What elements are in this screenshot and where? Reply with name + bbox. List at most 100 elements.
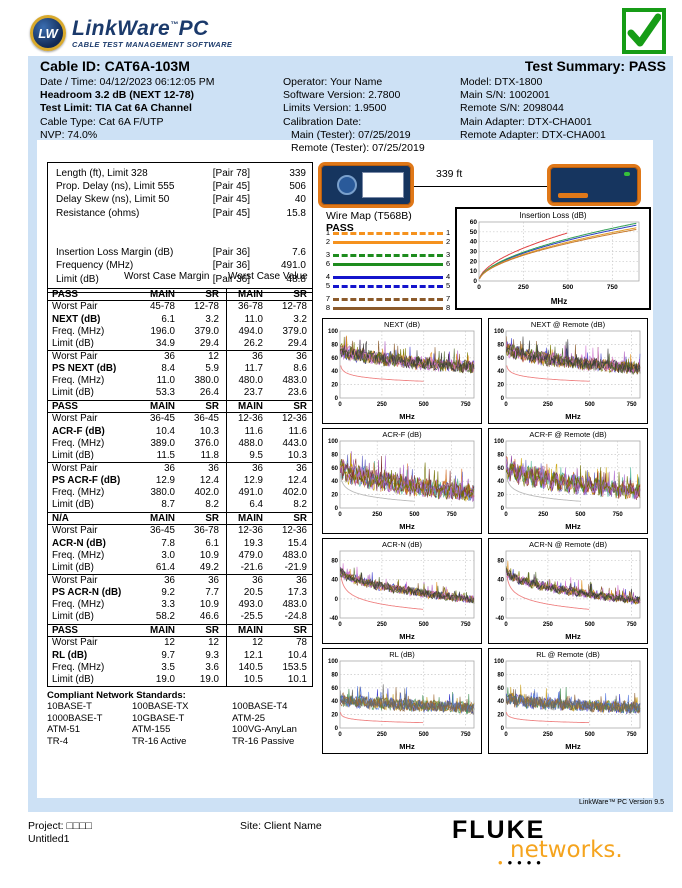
svg-text:80: 80 — [331, 342, 338, 348]
summary-row: Prop. Delay (ns), Limit 555 [Pair 45] 506 — [56, 181, 306, 193]
svg-text:80: 80 — [497, 452, 504, 458]
header-line: NVP: 74.0% — [40, 128, 98, 141]
svg-text:MHz: MHz — [551, 297, 567, 306]
remote-tester-image — [547, 164, 641, 206]
table-row: Worst Pair 36-45 36-45 12-36 12-36 — [52, 413, 307, 426]
svg-text:80: 80 — [497, 672, 504, 678]
pass-checkmark-icon — [622, 8, 666, 54]
fluke-dots-icon: ••••• — [498, 855, 546, 870]
wiremap-title: Wire Map (T568B) — [326, 210, 412, 222]
cable-link-line — [414, 186, 547, 187]
svg-text:MHz: MHz — [399, 412, 415, 421]
svg-text:0: 0 — [501, 726, 505, 732]
svg-text:250: 250 — [518, 284, 529, 291]
svg-text:20: 20 — [331, 383, 338, 389]
svg-text:750: 750 — [627, 732, 638, 738]
summary-row: Insertion Loss Margin (dB) [Pair 36] 7.6 — [56, 247, 306, 259]
table-row: PS ACR-F (dB) 12.9 12.4 12.9 12.4 — [52, 474, 307, 488]
svg-text:ACR-F @ Remote (dB): ACR-F @ Remote (dB) — [529, 430, 607, 439]
header-line: Main Adapter: DTX-CHA001 — [460, 115, 592, 128]
svg-text:0: 0 — [473, 278, 477, 285]
summary-row: Length (ft), Limit 328 [Pair 78] 339 — [56, 168, 306, 179]
svg-text:250: 250 — [543, 402, 554, 408]
header-middle-column: Operator: Your Name Software Version: 2.7… — [283, 76, 425, 155]
svg-text:0: 0 — [501, 597, 505, 603]
table-row: Freq. (MHz) 11.0 380.0 480.0 483.0 — [52, 375, 307, 388]
svg-text:0: 0 — [338, 622, 342, 628]
svg-text:20: 20 — [497, 383, 504, 389]
acrf-remote-chart: 0 250 500 750 0 20 40 60 80 100 ACR-F @ Remote (dB… — [488, 428, 648, 534]
logo-title: LinkWare™PC — [72, 16, 209, 40]
table-header-row: PASS MAIN SR MAIN SR — [48, 289, 312, 302]
svg-text:60: 60 — [470, 219, 478, 226]
svg-text:100: 100 — [328, 329, 339, 335]
remote-led-icon — [624, 172, 630, 176]
svg-text:0: 0 — [504, 732, 508, 738]
table-row: ACR-N (dB) 7.8 6.1 19.3 15.4 — [52, 537, 307, 550]
svg-text:750: 750 — [461, 732, 472, 738]
svg-text:40: 40 — [497, 699, 504, 705]
svg-text:0: 0 — [501, 506, 505, 512]
svg-text:100: 100 — [494, 439, 505, 445]
svg-text:MHz: MHz — [565, 412, 581, 421]
svg-text:MHz: MHz — [399, 632, 415, 641]
cable-id: Cable ID: CAT6A-103M — [40, 58, 190, 74]
networks-wordmark: networks. — [510, 837, 623, 863]
svg-text:80: 80 — [331, 559, 338, 565]
svg-text:20: 20 — [497, 713, 504, 719]
table-row: Worst Pair 45-78 12-78 36-78 12-78 — [52, 301, 307, 314]
svg-text:50: 50 — [470, 229, 478, 236]
header-line: Calibration Date: — [283, 115, 362, 128]
header-line: Remote Adapter: DTX-CHA001 — [460, 128, 606, 141]
svg-text:40: 40 — [470, 239, 478, 246]
table-row: Limit (dB) 53.3 26.4 23.7 23.6 — [52, 387, 307, 400]
summary-row: Delay Skew (ns), Limit 50 [Pair 45] 40 — [56, 194, 306, 206]
standards-list: 10BASE-T 100BASE-TX 100BASE-T4 1000BASE-T 10… — [47, 701, 317, 747]
svg-text:ACR-N @ Remote (dB): ACR-N @ Remote (dB) — [529, 540, 608, 549]
logo-subtitle: CABLE TEST MANAGEMENT SOFTWARE — [72, 39, 233, 49]
svg-text:0: 0 — [504, 622, 508, 628]
svg-text:ACR-N (dB): ACR-N (dB) — [382, 540, 423, 549]
standard-item: TR-4 — [47, 735, 69, 747]
lw-badge-icon: LW — [30, 15, 66, 51]
next-remote-chart: 0 250 500 750 0 20 40 60 80 100 NEXT @ Remote (dB)… — [488, 318, 648, 424]
svg-text:750: 750 — [461, 622, 472, 628]
svg-text:500: 500 — [409, 512, 420, 518]
worst-case-value-header: Worst Case Value — [228, 271, 308, 282]
standard-item: ATM-25 — [232, 712, 266, 724]
table-row: Limit (dB) 11.5 11.8 9.5 10.3 — [52, 450, 307, 463]
svg-text:NEXT (dB): NEXT (dB) — [384, 320, 421, 329]
svg-text:500: 500 — [585, 622, 596, 628]
svg-text:ACR-F (dB): ACR-F (dB) — [382, 430, 422, 439]
standard-item: 10BASE-T — [47, 701, 92, 712]
header-right-column: Model: DTX-1800 Main S/N: 1002001 Remote S… — [460, 76, 606, 142]
next-chart: 0 250 500 750 0 20 40 60 80 100 NEXT (dB) MHz — [322, 318, 482, 424]
header-line: Remote S/N: 2098044 — [460, 102, 564, 115]
svg-text:0: 0 — [335, 506, 339, 512]
header-line: Remote (Tester): 07/25/2019 — [291, 142, 425, 155]
table-row: Freq. (MHz) 389.0 376.0 488.0 443.0 — [52, 437, 307, 451]
svg-text:500: 500 — [575, 512, 586, 518]
table-row: Limit (dB) 19.0 19.0 10.5 10.1 — [52, 674, 307, 687]
site-label: Site: Client Name — [240, 820, 322, 832]
svg-text:40: 40 — [331, 369, 338, 375]
svg-text:0: 0 — [501, 396, 505, 402]
table-header-row: N/A MAIN SR MAIN SR — [48, 513, 312, 526]
table-row: NEXT (dB) 6.1 3.2 11.0 3.2 — [52, 313, 307, 326]
header-line: Software Version: 2.7800 — [283, 89, 401, 102]
svg-text:60: 60 — [497, 356, 504, 362]
svg-text:80: 80 — [497, 342, 504, 348]
svg-text:0: 0 — [335, 597, 339, 603]
summary-row — [56, 220, 306, 233]
table-row: PS ACR-N (dB) 9.2 7.7 20.5 17.3 — [52, 586, 307, 600]
svg-text:750: 750 — [627, 402, 638, 408]
table-header-row: PASS MAIN SR MAIN SR — [48, 401, 312, 414]
svg-text:MHz: MHz — [565, 522, 581, 531]
svg-text:500: 500 — [562, 284, 573, 291]
